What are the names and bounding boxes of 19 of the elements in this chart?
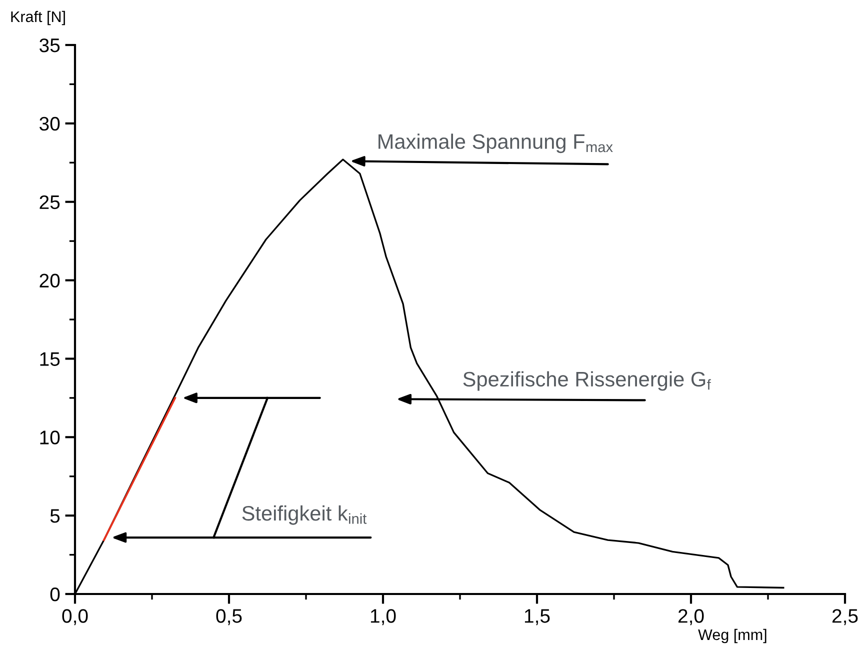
x-tick-label: 0,5 — [216, 609, 242, 626]
y-tick-label: 25 — [40, 195, 60, 210]
x-tick-label: 1,5 — [524, 609, 550, 626]
x-tick-label: 0,0 — [62, 609, 88, 626]
y-tick-label: 0 — [50, 587, 60, 602]
y-tick-label: 15 — [40, 352, 60, 366]
y-tick-label: 30 — [40, 116, 60, 131]
y-tick-label: 10 — [40, 430, 60, 444]
annotation: Steifigkeit k$_{init}$ — [242, 505, 367, 525]
x-axis-title: Weg [mm] — [698, 628, 766, 644]
x-tick-label: 2,5 — [832, 609, 858, 626]
annotation: Maximale Spannung F$_{max}$ — [378, 134, 613, 154]
x-tick-label: 2,0 — [678, 609, 704, 626]
x-tick-label: 1,0 — [370, 609, 396, 626]
y-axis-title: Kraft [N] — [11, 10, 65, 26]
y-tick-label: 35 — [40, 38, 60, 52]
annotation: Spezifische Rissenergie G$_{f}$ — [463, 371, 711, 391]
y-tick-label: 20 — [40, 274, 60, 288]
y-tick-label: 5 — [50, 509, 60, 523]
